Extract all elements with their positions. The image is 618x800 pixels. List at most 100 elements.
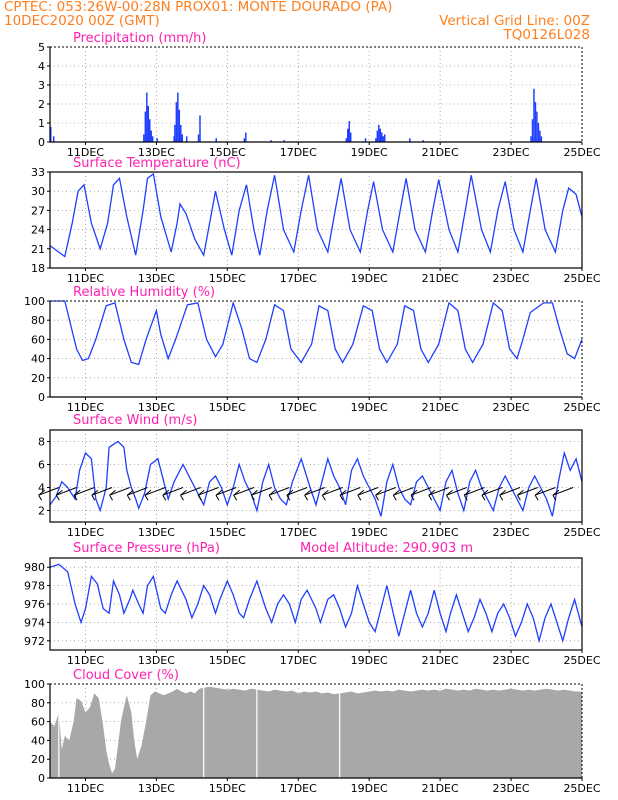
- temperature-panel-frame: [49, 171, 583, 269]
- pressure-ytick-label: 978: [24, 580, 45, 593]
- wind-arrow-head: [534, 494, 539, 501]
- wind-xtick-label: 23DEC: [493, 526, 530, 539]
- wind-direction-arrow: [517, 487, 538, 496]
- precipitation-bar: [345, 138, 348, 142]
- header-date-line: 10DEC2020 00Z (GMT): [4, 13, 160, 29]
- precipitation-bar: [180, 124, 182, 142]
- wind-direction-arrow: [410, 487, 432, 496]
- wind-ytick-label: 8: [38, 436, 45, 449]
- wind-xtick-label: 17DEC: [280, 526, 317, 539]
- wind-arrow-head: [410, 489, 418, 496]
- precipitation-bar: [270, 140, 272, 142]
- pressure-panel-title: Surface Pressure (hPa): [73, 541, 220, 556]
- wind-arrow-head: [126, 489, 134, 496]
- wind-arrow-head: [286, 494, 291, 501]
- pressure-xtick-label: 21DEC: [422, 654, 459, 667]
- pressure-ytick-label: 976: [24, 598, 45, 611]
- precipitation-xtick-label: 23DEC: [493, 146, 530, 159]
- wind-panel-title: Surface Wind (m/s): [73, 413, 197, 428]
- wind-arrow-head: [516, 494, 521, 501]
- wind-direction-arrow: [251, 487, 272, 496]
- precipitation-bar: [381, 132, 383, 142]
- wind-arrow-head: [446, 489, 453, 496]
- wind-direction-arrow: [109, 487, 130, 496]
- cloud-xtick-label: 21DEC: [422, 782, 459, 795]
- pressure-ytick-label: 980: [24, 561, 45, 574]
- wind-arrow-head: [55, 494, 60, 501]
- wind-direction-arrow: [304, 487, 326, 496]
- precipitation-bar: [146, 92, 148, 142]
- precipitation-bar: [150, 130, 152, 142]
- pressure-xtick-label: 19DEC: [351, 654, 388, 667]
- wind-arrow-head: [463, 494, 468, 501]
- wind-arrow-head: [304, 489, 311, 496]
- wind-arrow-head: [322, 489, 329, 496]
- temperature-series-line: [49, 172, 583, 258]
- wind-arrow-head: [91, 489, 99, 496]
- header-station-line: CPTEC: 053:26W-00:28N PROX01: MONTE DOUR…: [4, 0, 393, 15]
- cloud-xtick-label: 23DEC: [493, 782, 530, 795]
- wind-arrow-head: [250, 494, 255, 501]
- temperature-xtick-label: 17DEC: [280, 272, 317, 285]
- wind-arrow-head: [215, 494, 220, 501]
- wind-arrow-head: [162, 489, 170, 496]
- humidity-ytick-label: 20: [31, 372, 45, 385]
- wind-xtick-label: 15DEC: [209, 526, 246, 539]
- pressure-xtick-label: 13DEC: [138, 654, 175, 667]
- temperature-ytick-label: 18: [31, 262, 45, 275]
- temperature-ytick-label: 30: [31, 185, 45, 198]
- precipitation-bar: [52, 136, 55, 142]
- temperature-panel-title: Surface Temperature (nC): [73, 156, 241, 171]
- wind-direction-arrow: [215, 487, 237, 496]
- wind-arrow-head: [162, 494, 167, 501]
- precipitation-xtick-label: 19DEC: [351, 146, 388, 159]
- precipitation-bar: [197, 134, 200, 142]
- pressure-series-line: [49, 563, 583, 644]
- wind-direction-arrow: [127, 487, 148, 496]
- wind-arrow-head: [73, 494, 78, 501]
- precipitation-bar: [531, 119, 534, 142]
- temperature-ytick-label: 33: [31, 166, 45, 179]
- wind-arrow-head: [357, 494, 362, 501]
- precipitation-bar: [536, 111, 538, 142]
- precipitation-bar: [409, 138, 411, 142]
- wind-arrow-head: [180, 494, 184, 501]
- wind-arrow-head: [357, 489, 365, 496]
- wind-arrow-head: [91, 494, 96, 501]
- wind-arrow-head: [534, 489, 542, 496]
- humidity-ytick-label: 80: [31, 314, 45, 327]
- wind-direction-arrow: [534, 487, 556, 496]
- precipitation-bar: [382, 136, 384, 142]
- wind-xtick-label: 11DEC: [67, 526, 104, 539]
- wind-direction-arrow: [393, 487, 414, 496]
- wind-arrow-head: [392, 494, 397, 501]
- wind-direction-arrow: [162, 487, 184, 496]
- humidity-panel-frame: [49, 300, 583, 398]
- precipitation-bar: [50, 126, 52, 142]
- temperature-xtick-label: 23DEC: [493, 272, 530, 285]
- pressure-xtick-label: 17DEC: [280, 654, 317, 667]
- wind-direction-arrow: [375, 487, 396, 496]
- wind-arrow-head: [180, 489, 187, 496]
- wind-arrow-head: [552, 494, 557, 501]
- humidity-xtick-label: 25DEC: [563, 401, 600, 414]
- wind-direction-arrow: [357, 487, 379, 496]
- wind-arrow-head: [339, 489, 347, 496]
- precipitation-bar: [149, 119, 151, 142]
- wind-arrow-head: [392, 489, 400, 496]
- wind-arrow-head: [233, 489, 241, 496]
- wind-direction-arrow: [180, 487, 201, 496]
- pressure-ytick-label: 972: [24, 635, 45, 648]
- precipitation-bar: [243, 138, 246, 142]
- temperature-xtick-label: 15DEC: [209, 272, 246, 285]
- temperature-ytick-label: 27: [31, 204, 45, 217]
- wind-arrow-head: [197, 494, 202, 501]
- wind-direction-arrow: [446, 487, 467, 496]
- humidity-ytick-label: 100: [24, 295, 45, 308]
- wind-arrow-head: [410, 494, 415, 501]
- cloud-panel-title: Cloud Cover (%): [73, 668, 179, 683]
- precipitation-bar: [283, 140, 285, 142]
- precipitation-bar: [539, 130, 541, 142]
- precipitation-bar: [364, 138, 367, 142]
- wind-arrow-head: [109, 494, 113, 501]
